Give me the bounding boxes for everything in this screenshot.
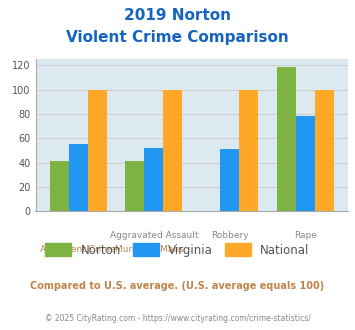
Text: Robbery: Robbery	[211, 231, 248, 240]
Bar	[220, 149, 239, 211]
Text: © 2025 CityRating.com - https://www.cityrating.com/crime-statistics/: © 2025 CityRating.com - https://www.city…	[45, 314, 310, 323]
Text: 2019 Norton: 2019 Norton	[124, 8, 231, 23]
Text: Violent Crime Comparison: Violent Crime Comparison	[66, 30, 289, 45]
Text: Aggravated Assault: Aggravated Assault	[110, 231, 198, 240]
Text: Rape: Rape	[294, 231, 317, 240]
Legend: Norton, Virginia, National: Norton, Virginia, National	[40, 239, 315, 261]
Bar	[88, 90, 106, 211]
Bar	[239, 90, 258, 211]
Bar	[50, 161, 69, 211]
Bar	[69, 145, 88, 211]
Bar	[125, 161, 144, 211]
Bar	[277, 67, 296, 211]
Bar	[144, 148, 163, 211]
Text: All Violent Crime: All Violent Crime	[40, 245, 116, 253]
Bar	[163, 90, 182, 211]
Bar	[315, 90, 334, 211]
Bar	[296, 116, 315, 211]
Text: Murder & Mans...: Murder & Mans...	[115, 245, 192, 253]
Text: Compared to U.S. average. (U.S. average equals 100): Compared to U.S. average. (U.S. average …	[31, 281, 324, 291]
